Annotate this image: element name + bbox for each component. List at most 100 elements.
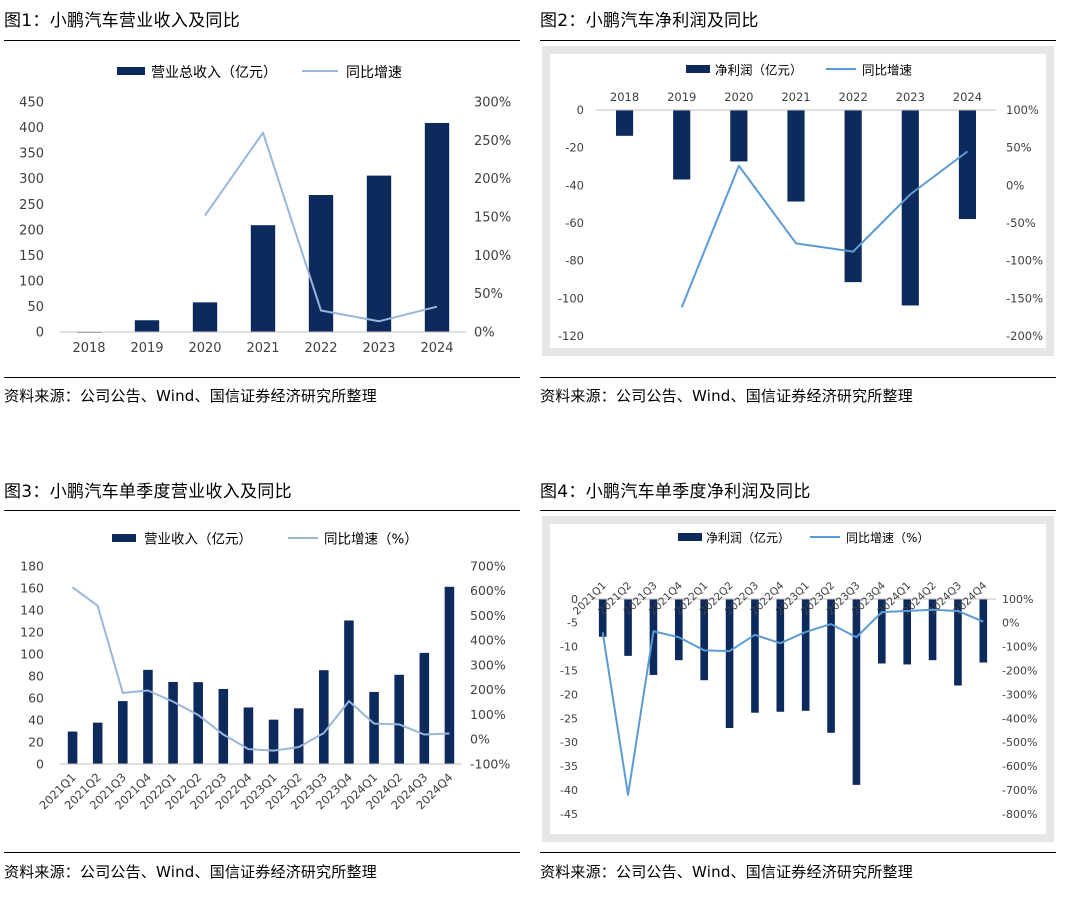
source-rule [540,377,1056,378]
bar-2022Q1 [168,681,178,764]
source-rule [540,852,1056,853]
legend-line-label: 同比增速（%） [324,532,418,548]
chart-netprofit-quarterly: 0 -5 -10 -15 -20 -25 -30 -35 -40 -45 100% 0% -100% -2… [542,516,1054,842]
bar-2024Q1 [369,691,379,764]
y-tick-label: 100 [19,274,44,289]
y-tick-label: 300 [19,172,44,187]
line-series-yoy [71,586,450,752]
title-rule [4,510,520,511]
legend-bar-swatch [678,533,702,541]
y2-tick-label: -100% [1002,641,1037,654]
bar-2023Q1 [801,599,810,711]
bar-2024 [958,110,976,220]
y-tick-label: 160 [20,580,44,595]
y-tick-label: 450 [19,96,44,111]
y-tick-label: 20 [28,734,44,749]
figure-title: 图4：小鹏汽车单季度净利润及同比 [540,482,811,502]
legend-line-label: 同比增速 [346,65,402,81]
x-tick-label: 2021 [781,90,810,104]
y-tick-label: -15 [560,665,578,678]
y2-tick-label: -100% [1006,254,1043,268]
y-tick-label: 80 [28,668,44,683]
bar-2021Q1 [67,731,78,764]
figure-title: 图3：小鹏汽车单季度营业收入及同比 [4,482,292,502]
y-tick-label: -100 [558,291,584,305]
bar-2021Q4 [143,669,153,764]
y-tick-label: -120 [558,329,584,343]
y2-tick-label: -300% [1002,688,1037,701]
bar-2024Q2 [928,599,937,661]
x-tick-label: 2023 [362,341,395,356]
bar-2024Q4 [444,586,455,764]
line-series-yoy [204,131,438,323]
bar-2020 [730,110,748,162]
y-tick-label: 400 [19,121,44,136]
y-tick-label: 0 [571,593,578,606]
bar-2021Q2 [624,599,632,656]
bar-2024Q2 [394,674,404,764]
x-tick-label: 2023 [896,90,925,104]
legend-bar-label: 净利润（亿元） [715,62,803,77]
bar-2024Q1 [903,599,911,665]
legend-bar-swatch [686,65,710,73]
y2-tick-label: 0% [474,326,495,341]
y2-tick-label: -100% [470,756,510,771]
bar-2019 [134,320,160,332]
legend-bar-swatch [117,67,145,75]
y2-tick-label: -200% [1002,665,1037,678]
y-tick-label: 0 [577,103,584,117]
y-tick-label: 120 [20,624,44,639]
y2-tick-label: 300% [474,96,511,111]
line-series-yoy [601,608,984,796]
y2-tick-label: -50% [1006,216,1036,230]
y-tick-label: -40 [565,178,584,192]
x-tick-label: 2024 [420,341,453,356]
y2-tick-label: -600% [1002,760,1037,773]
y-tick-label: 180 [20,558,44,573]
bar-2018 [616,110,634,136]
y2-tick-label: 50% [474,287,503,302]
bar-2022Q2 [725,599,734,728]
y-tick-label: 60 [28,690,44,705]
legend-bar-label: 营业总收入（亿元） [151,65,277,81]
bar-2021 [787,110,805,202]
source-note: 资料来源：公司公告、Wind、国信证券经济研究所整理 [540,863,913,881]
bar-2022 [844,110,862,283]
x-tick-label: 2022 [839,90,868,104]
legend-bar-swatch [112,534,136,542]
y-tick-label: 200 [19,223,44,238]
y2-tick-label: 300% [470,657,506,672]
bar-2023Q2 [827,599,835,733]
source-note: 资料来源：公司公告、Wind、国信证券经济研究所整理 [4,863,377,881]
y2-tick-label: 50% [1006,141,1032,155]
chart-revenue-quarterly: 0 20 40 60 80 100 120 140 160 180 -100% 0% 100% 200% 3… [20,532,510,813]
chart-netprofit-annual: 0 -20 -40 -60 -80 -100 -120 100% 50% 0% -50% -100% -… [542,46,1054,356]
y2-tick-label: 100% [470,707,506,722]
x-tick-label: 2020 [188,341,221,356]
bar-2020 [192,302,218,332]
line-series-yoy [680,150,969,308]
bar-2024 [424,122,450,332]
bar-2023Q3 [852,599,861,785]
chart-frame [542,516,1054,842]
y-tick-label: -30 [560,736,578,749]
bar-2021Q4 [675,599,683,661]
bar-2022Q3 [751,599,759,713]
source-note: 资料来源：公司公告、Wind、国信证券经济研究所整理 [4,387,377,405]
source-rule [4,852,520,853]
y-tick-label: 150 [19,249,44,264]
y-tick-label: 0 [36,326,44,341]
bar-2023Q4 [344,620,354,764]
title-rule [540,40,1056,41]
y2-tick-label: 250% [474,134,511,149]
y2-tick-label: 700% [470,558,506,573]
y-tick-label: -40 [560,784,578,797]
x-tick-label: 2021 [246,341,279,356]
bar-2024Q3 [954,599,962,686]
y-tick-label: -5 [567,617,578,630]
source-note: 资料来源：公司公告、Wind、国信证券经济研究所整理 [540,387,913,405]
legend-bar-label: 营业收入（亿元） [144,532,252,548]
legend-line-label: 同比增速 [862,62,913,77]
bar-2022Q1 [700,599,708,681]
y-tick-label: 350 [19,147,44,162]
